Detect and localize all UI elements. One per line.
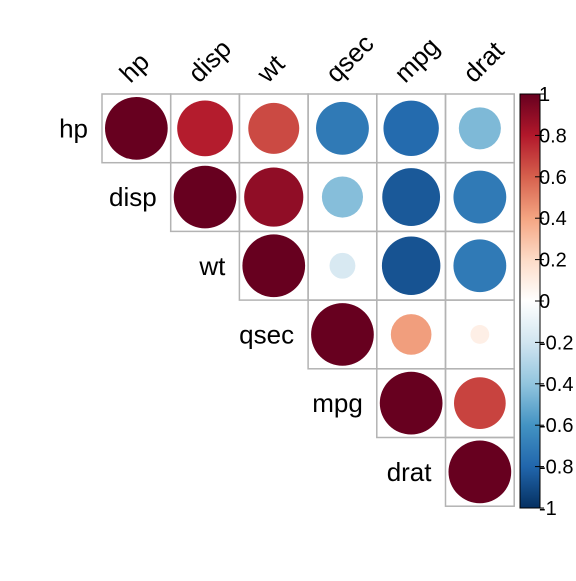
- corr-circle-drat-drat: [448, 440, 512, 504]
- colorbar-tick-label: -0.2: [539, 332, 573, 354]
- corr-circle-hp-wt: [248, 102, 300, 154]
- column-labels: hp disp wt qsec mpg drat: [113, 28, 510, 89]
- colorbar-tick-label: 0.2: [539, 250, 567, 272]
- corr-circle-qsec-mpg: [390, 314, 432, 355]
- corr-circle-hp-mpg: [383, 100, 439, 157]
- corr-circle-mpg-drat: [453, 377, 506, 430]
- row-label-drat: drat: [387, 457, 433, 487]
- corr-circle-wt-drat: [453, 239, 507, 293]
- column-label-mpg: mpg: [388, 31, 445, 88]
- corr-circle-wt-wt: [242, 234, 306, 298]
- corr-circle-wt-mpg: [381, 236, 441, 295]
- column-label-qsec: qsec: [319, 28, 379, 88]
- circle-layer: [105, 97, 512, 504]
- corr-circle-disp-drat: [453, 170, 507, 224]
- corr-circle-qsec-qsec: [311, 303, 374, 366]
- row-label-wt: wt: [198, 251, 226, 281]
- column-label-wt: wt: [250, 48, 291, 89]
- corr-circle-disp-disp: [173, 165, 237, 229]
- colorbar-tick-label: -1: [539, 498, 557, 520]
- grid-cell: [444, 436, 515, 507]
- colorbar-tick-label: -0.4: [539, 374, 573, 396]
- row-label-hp: hp: [59, 113, 88, 143]
- corr-circle-wt-qsec: [329, 252, 356, 279]
- colorbar-tick-label: 0.6: [539, 167, 567, 189]
- colorbar: 1 0.8 0.6 0.4 0.2 0 -0.2 -0.4 -0.6 -0.8 -1: [519, 84, 573, 520]
- colorbar-tick-label: -0.6: [539, 415, 573, 437]
- colorbar-tick-label: 0.4: [539, 208, 567, 230]
- row-label-mpg: mpg: [312, 388, 363, 418]
- corr-circle-hp-disp: [177, 100, 233, 157]
- colorbar-tick-label: 1: [539, 84, 550, 106]
- grid-layer: [101, 93, 515, 507]
- corr-circle-disp-qsec: [321, 176, 364, 218]
- colorbar-tick-label: 0: [539, 291, 550, 313]
- column-label-drat: drat: [457, 35, 510, 88]
- column-label-disp: disp: [182, 33, 237, 88]
- row-label-disp: disp: [109, 182, 157, 212]
- corr-circle-mpg-mpg: [379, 371, 443, 435]
- corr-circle-qsec-drat: [470, 325, 490, 344]
- corr-circle-hp-qsec: [316, 101, 369, 155]
- row-label-qsec: qsec: [239, 319, 294, 349]
- corr-circle-hp-hp: [105, 97, 168, 160]
- colorbar-tick-label: -0.8: [539, 457, 573, 479]
- colorbar-tick-label: 0.8: [539, 125, 567, 147]
- column-label-hp: hp: [113, 47, 155, 89]
- row-labels: hp disp wt qsec mpg drat: [59, 113, 432, 487]
- corr-circle-hp-drat: [458, 107, 501, 150]
- corr-circle-disp-mpg: [382, 168, 441, 226]
- corr-circle-disp-wt: [244, 167, 304, 227]
